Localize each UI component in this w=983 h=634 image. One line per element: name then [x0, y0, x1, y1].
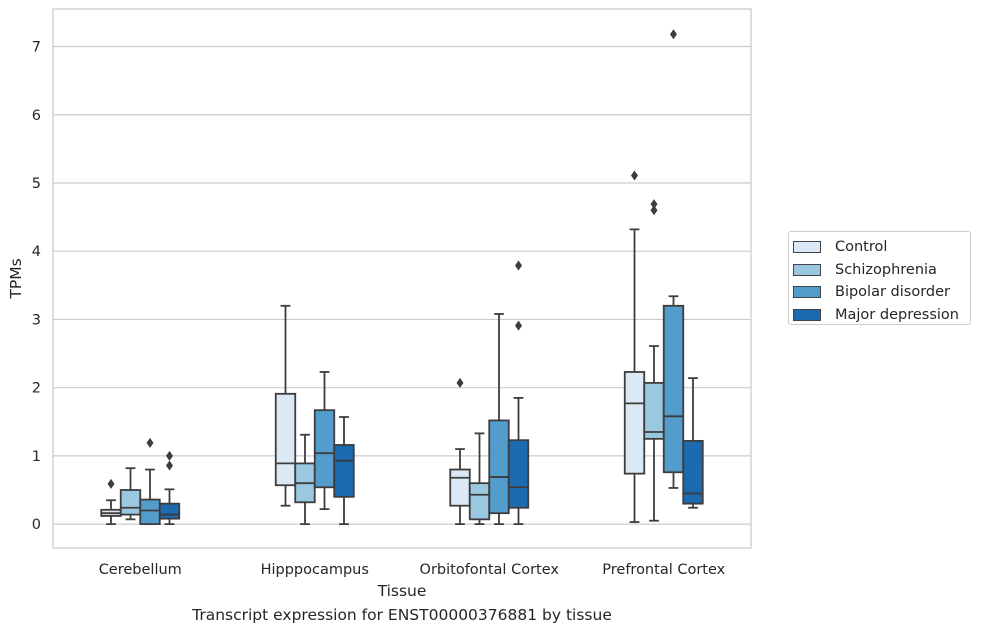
legend-swatch: [793, 286, 821, 299]
box-control: [274, 304, 297, 507]
box-control: [100, 478, 122, 526]
box-iqr: [623, 371, 646, 475]
outlier-point: [515, 320, 522, 331]
outlier-point: [166, 450, 173, 461]
y-tick-label: 2: [32, 381, 41, 397]
legend-label: Control: [835, 239, 888, 256]
y-tick-label: 1: [32, 449, 41, 465]
box-schizophrenia: [294, 433, 316, 526]
box-bipolar-disorder: [662, 29, 685, 489]
x-tick-label: Prefrontal Cortex: [602, 562, 725, 578]
outlier-point: [456, 377, 464, 388]
box-control: [623, 170, 646, 523]
box-iqr: [488, 419, 510, 515]
box-iqr: [507, 439, 530, 509]
outlier-point: [107, 478, 115, 489]
box-iqr: [119, 489, 142, 516]
legend-swatch: [793, 241, 821, 254]
box-schizophrenia: [468, 432, 491, 526]
chart-caption: Transcript expression for ENST0000037688…: [192, 606, 612, 624]
x-tick-labels: Cerebellum Hipppocampus Orbitofontal Corte…: [99, 562, 726, 578]
box-iqr: [333, 444, 355, 498]
box-schizophrenia: [643, 199, 665, 522]
y-tick-label: 0: [32, 517, 41, 533]
y-tick-label: 5: [32, 176, 41, 192]
plot-frame: [52, 8, 752, 549]
gridlines: [53, 45, 751, 525]
box-control: [449, 377, 471, 526]
y-tick-label: 3: [32, 312, 41, 328]
outlier-point: [146, 437, 154, 448]
outlier-point: [515, 260, 522, 271]
y-tick-label: 4: [32, 244, 41, 260]
box-iqr: [274, 392, 297, 487]
outlier-point: [631, 170, 638, 181]
y-tick-label: 7: [32, 40, 41, 56]
x-tick-label: Cerebellum: [99, 562, 182, 578]
box-iqr: [682, 439, 704, 505]
outlier-point: [650, 205, 658, 216]
box-iqr: [662, 304, 685, 474]
legend-swatch: [793, 263, 821, 276]
outlier-point: [670, 29, 677, 40]
legend-label: Bipolar disorder: [835, 284, 950, 301]
x-axis-label: Tissue: [377, 582, 427, 600]
box-bipolar-disorder: [488, 313, 510, 526]
box-major-depression: [158, 450, 181, 526]
x-tick-label: Orbitofontal Cortex: [420, 562, 560, 578]
box-bipolar-disorder: [139, 437, 161, 526]
box-iqr: [313, 409, 336, 489]
y-axis-label: TPMs: [7, 258, 25, 299]
y-tick-labels: 0 1 2 3 4 5 6 7: [32, 40, 41, 534]
box-iqr: [449, 468, 471, 507]
x-tick-label: Hipppocampus: [261, 562, 369, 578]
box-major-depression: [333, 416, 355, 526]
box-iqr: [158, 502, 181, 520]
box-iqr: [139, 498, 161, 526]
boxes: [100, 29, 704, 526]
legend-item: Control: [793, 236, 970, 259]
legend-item: Major depression: [793, 304, 970, 327]
legend: Control Schizophrenia Bipolar disorder Majo…: [788, 231, 971, 325]
legend-item: Bipolar disorder: [793, 281, 970, 304]
box-iqr: [643, 381, 665, 440]
legend-item: Schizophrenia: [793, 259, 970, 282]
y-tick-label: 6: [32, 108, 41, 124]
box-iqr: [468, 482, 491, 521]
box-bipolar-disorder: [313, 371, 336, 511]
box-schizophrenia: [119, 467, 142, 521]
box-major-depression: [682, 377, 704, 509]
box-major-depression: [507, 260, 530, 526]
legend-swatch: [793, 308, 821, 321]
outlier-point: [650, 199, 658, 210]
outlier-point: [166, 460, 173, 471]
legend-label: Schizophrenia: [835, 261, 937, 278]
legend-label: Major depression: [835, 306, 959, 323]
